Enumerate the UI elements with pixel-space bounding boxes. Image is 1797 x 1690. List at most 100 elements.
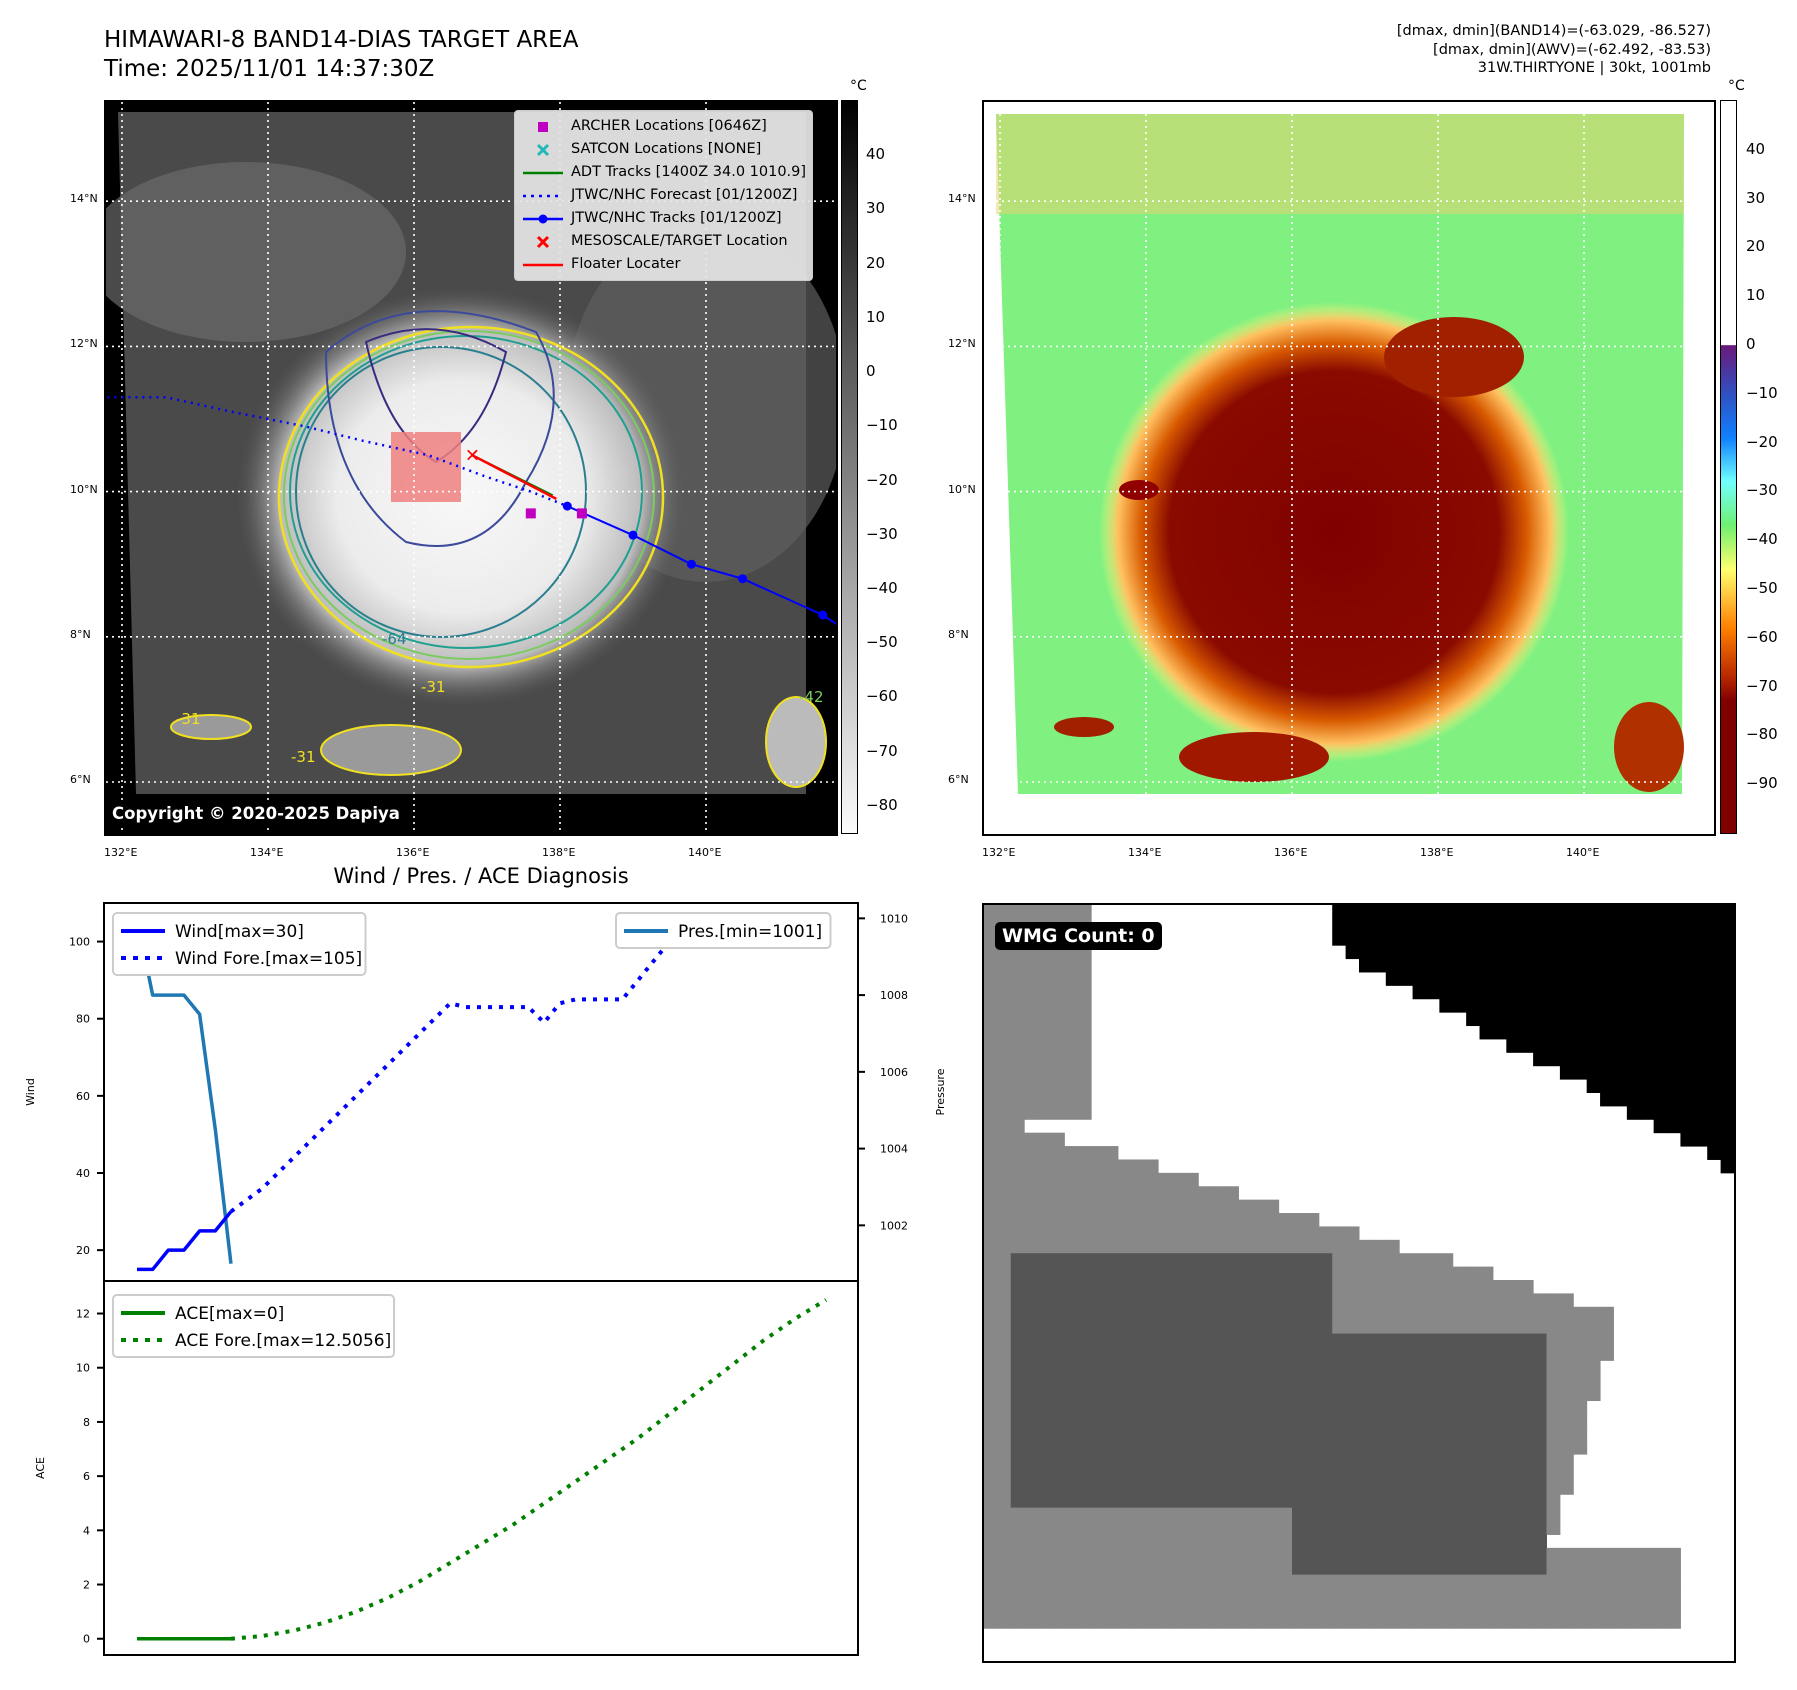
wmg-cell xyxy=(1586,1588,1601,1602)
wmg-cell xyxy=(1466,1547,1481,1562)
wmg-cell xyxy=(1667,1065,1681,1080)
wmg-cell xyxy=(1211,1480,1226,1495)
wmg-cell xyxy=(1653,1052,1668,1067)
wmg-cell xyxy=(1010,1360,1025,1375)
wmg-cell xyxy=(1439,1601,1454,1616)
wmg-cell xyxy=(1091,1213,1106,1227)
wmg-cell xyxy=(1251,1588,1266,1602)
wmg-cell xyxy=(1091,1306,1106,1321)
wmg-cell xyxy=(1037,1534,1052,1549)
wmg-cell xyxy=(1425,1346,1440,1361)
wmg-cell xyxy=(997,1480,1012,1495)
wmg-cell xyxy=(1024,1400,1039,1415)
wmg-cell xyxy=(997,1320,1012,1335)
wmg-cell xyxy=(1345,1400,1360,1415)
wmg-cell xyxy=(984,1588,998,1602)
wmg-cell xyxy=(1091,1346,1106,1361)
wmg-cell xyxy=(1198,1239,1213,1254)
wmg-cell xyxy=(1318,1534,1333,1549)
wmg-cell xyxy=(1425,1320,1440,1335)
wmg-cell xyxy=(1573,998,1588,1013)
wmg-cell xyxy=(1693,998,1708,1013)
wmg-cell xyxy=(1439,1440,1454,1455)
wmg-cell xyxy=(1425,918,1440,933)
wmg-cell xyxy=(1492,1574,1507,1589)
wmg-cell xyxy=(1265,1601,1280,1616)
wmg-cell xyxy=(1372,1413,1387,1428)
wmg-cell xyxy=(1131,1346,1146,1361)
wmg-cell xyxy=(1077,1387,1092,1402)
contour-label: -31 xyxy=(291,748,316,766)
wmg-cell xyxy=(1412,985,1427,1000)
wmg-cell xyxy=(1077,1012,1092,1027)
wmg-cell xyxy=(1332,931,1347,946)
island-cloud xyxy=(320,724,462,776)
wmg-cell xyxy=(1117,1574,1132,1589)
wmg-cell xyxy=(1144,1614,1159,1629)
wmg-cell xyxy=(1158,1253,1172,1268)
legend-item: MESOSCALE/TARGET Location xyxy=(521,230,806,253)
wmg-cell xyxy=(1037,1574,1052,1589)
wmg-cell xyxy=(1506,1400,1521,1415)
contour-label: -42 xyxy=(799,688,824,706)
wmg-cell xyxy=(1064,1333,1079,1348)
wmg-cell xyxy=(1278,1387,1293,1402)
wmg-cell xyxy=(1278,1293,1293,1308)
wmg-cell xyxy=(1573,1547,1588,1562)
wmg-cell xyxy=(1037,1038,1052,1053)
wmg-cell xyxy=(1626,1614,1641,1629)
wmg-cell xyxy=(1385,905,1400,919)
wmg-cell xyxy=(1318,1239,1333,1254)
wmg-cell xyxy=(1600,1306,1614,1321)
wmg-cell xyxy=(1519,1588,1534,1602)
wmg-cell xyxy=(1184,1253,1199,1268)
wmg-cell xyxy=(1506,998,1521,1013)
wmg-cell xyxy=(1439,1413,1454,1428)
wmg-cell xyxy=(1640,1561,1655,1576)
wmg-cell xyxy=(1626,931,1641,946)
wmg-cell xyxy=(1439,1280,1454,1294)
wmg-cell xyxy=(1144,1601,1159,1616)
wmg-cell xyxy=(1399,971,1414,986)
wmg-cell xyxy=(1332,1253,1347,1268)
wmg-cell xyxy=(1117,1547,1132,1562)
wmg-cell xyxy=(1626,985,1641,1000)
wmg-cell xyxy=(1399,905,1414,919)
wmg-cell xyxy=(1278,1280,1293,1294)
wmg-cell xyxy=(1479,1561,1494,1576)
wmg-cell xyxy=(1667,931,1681,946)
wmg-cell xyxy=(1265,1400,1280,1415)
wmg-cell xyxy=(1693,931,1708,946)
wmg-cell xyxy=(1412,971,1427,986)
wmg-cell xyxy=(1010,1494,1025,1509)
copyright-label: Copyright © 2020-2025 Dapiya xyxy=(106,802,406,825)
wmg-cell xyxy=(1171,1360,1186,1375)
wmg-cell xyxy=(1265,1253,1280,1268)
wmg-cell xyxy=(1452,985,1467,1000)
wmg-cell xyxy=(1720,1159,1734,1174)
wmg-cell xyxy=(1131,1266,1146,1281)
wmg-cell xyxy=(1573,1400,1588,1415)
wmg-cell xyxy=(1144,1454,1159,1468)
wmg-cell xyxy=(1452,1333,1467,1348)
wmg-cell xyxy=(1158,1561,1172,1576)
wmg-cell xyxy=(1305,1373,1320,1388)
lon-tick-label: 132°E xyxy=(104,846,138,859)
wmg-cell xyxy=(1359,1588,1373,1602)
wmg-cell xyxy=(1225,1507,1239,1522)
wmg-cell xyxy=(1640,1588,1655,1602)
wmg-cell xyxy=(1332,1360,1347,1375)
wmg-cell xyxy=(1533,1454,1547,1468)
wmg-cell xyxy=(1345,1226,1360,1241)
wmg-cell xyxy=(1586,1373,1601,1388)
wmg-cell xyxy=(1372,1400,1387,1415)
wmg-cell xyxy=(1184,1614,1199,1629)
wmg-cell xyxy=(1720,1025,1734,1040)
wmg-cell xyxy=(1332,1601,1347,1616)
wmg-cell xyxy=(1211,1320,1226,1335)
wmg-cell xyxy=(997,1333,1012,1348)
wmg-cell xyxy=(1372,1360,1387,1375)
wmg-cell xyxy=(1372,1588,1387,1602)
wmg-cell xyxy=(1305,1239,1320,1254)
wmg-cell xyxy=(1010,1226,1025,1241)
